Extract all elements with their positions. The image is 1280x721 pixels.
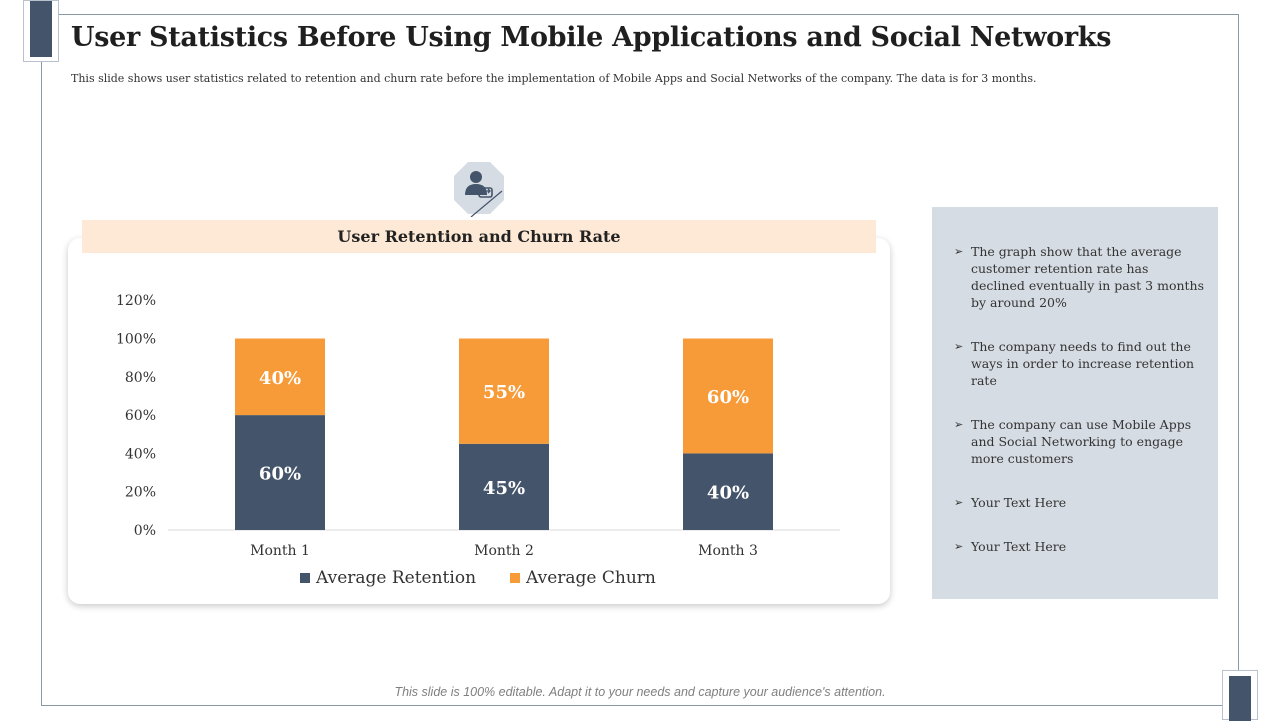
bar-retention [459,443,549,530]
bullet-text: The graph show that the average customer… [971,244,1205,310]
slide-footer: This slide is 100% editable. Adapt it to… [394,685,886,699]
arrowhead-icon: ➢ [954,340,964,353]
bar-churn [683,338,773,454]
y-tick-label: 80% [125,370,156,386]
data-label: 55% [483,382,525,403]
y-tick-label: 100% [116,332,156,348]
slide-title: User Statistics Before Using Mobile Appl… [71,22,1112,53]
data-label: 40% [707,483,749,504]
user-sync-icon [453,161,505,218]
bar-churn [459,338,549,444]
bullet-text: Your Text Here [971,495,1067,510]
bar-retention [235,415,325,530]
bullet-text: Your Text Here [971,539,1067,554]
chart-title: User Retention and Churn Rate [82,220,876,253]
arrowhead-icon: ➢ [954,245,964,258]
y-tick-label: 40% [125,446,156,462]
y-tick-label: 120% [116,293,156,309]
y-tick-label: 60% [125,408,156,424]
corner-decoration-top-left [23,0,59,62]
data-label: 60% [707,387,749,408]
side-panel: ➢ The graph show that the average custome… [932,207,1218,599]
slide-subtitle: This slide shows user statistics related… [71,72,1037,85]
side-panel-bullet: ➢ Your Text Here [954,494,1204,511]
chart-legend: Average Retention Average Churn [300,568,656,588]
bar-churn [235,338,325,416]
legend-label-churn: Average Churn [526,568,656,588]
y-tick-label: 0% [134,523,156,539]
legend-swatch-retention [300,573,310,583]
side-panel-bullet: ➢ The company needs to find out the ways … [954,338,1204,389]
x-tick-label: Month 1 [250,543,310,559]
slide-frame [41,14,1239,706]
chart-plot: 0% 20% 40% 60% 80% 100% 120% 60% 40% Month 1 45% 55… [116,293,840,559]
data-label: 45% [483,478,525,499]
legend-label-retention: Average Retention [316,568,477,588]
data-label: 40% [259,368,301,389]
x-tick-label: Month 2 [474,543,534,559]
side-panel-bullet: ➢ The company can use Mobile Apps and Soc… [954,416,1204,467]
legend-swatch-churn [510,573,521,583]
data-label: 60% [259,464,301,485]
bar-retention [683,453,773,530]
bullet-text: The company needs to find out the ways i… [971,339,1195,388]
legend-item-churn: Average Churn [510,568,656,588]
side-panel-bullet: ➢ Your Text Here [954,538,1204,555]
side-panel-bullet: ➢ The graph show that the average custome… [954,243,1204,311]
arrowhead-icon: ➢ [954,496,964,509]
legend-item-retention: Average Retention [300,568,476,588]
x-tick-label: Month 3 [698,543,758,559]
y-tick-label: 20% [125,485,156,501]
bullet-text: The company can use Mobile Apps and Soci… [971,417,1192,466]
arrowhead-icon: ➢ [954,540,964,553]
arrowhead-icon: ➢ [954,418,964,431]
